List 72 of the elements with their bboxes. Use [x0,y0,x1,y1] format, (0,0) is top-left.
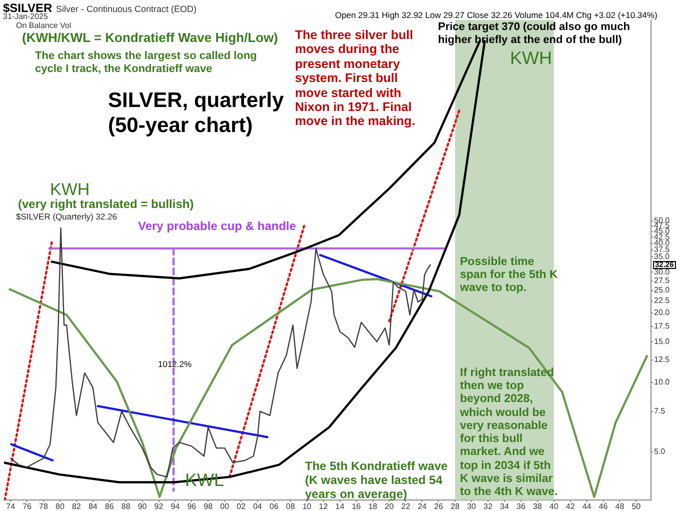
y-tick-label: 12.5 [654,355,670,364]
x-tick-label: 02 [236,502,246,511]
x-tick-label: 20 [384,502,394,511]
annotation: The 5th Kondratieff wave (K waves have lasted 54 years on average) [305,459,449,502]
x-tick-label: 82 [72,502,82,511]
x-tick-label: 92 [154,502,164,511]
x-tick-label: 44 [582,502,592,511]
x-tick-label: 36 [516,502,526,511]
text: Silver - Continuous Contract (EOD) [56,4,197,14]
y-tick-label: 15.0 [654,336,670,346]
x-tick-label: 06 [270,502,279,511]
annotation: (KWH/KWL = Kondratieff Wave High/Low) [22,30,278,46]
x-tick-label: 16 [352,502,362,511]
annotation: Open 29.31 High 32.92 Low 29.27 Close 32.26 Volume 104.4M Chg +3.02 (+10.34%) [335,10,658,21]
y-tick-label: 7.5 [654,406,666,416]
y-tick-label: 20.0 [654,308,670,318]
x-tick-label: 00 [220,502,230,511]
x-tick-label: 86 [104,502,114,511]
x-tick-label: 24 [418,502,428,511]
x-tick-label: 88 [121,502,131,511]
x-tick-label: 42 [566,502,576,511]
x-tick-label: 22 [401,502,411,511]
y-tick-label: 35.0 [654,252,670,261]
y-tick-label: 42.5 [654,232,670,242]
x-tick-label: 08 [286,502,296,511]
annotation: KWH [50,180,90,199]
y-tick-label: 30.0 [654,267,670,276]
x-tick-label: 94 [170,502,180,511]
annotation: The chart shows the largest so called long cycle I track, the Kondratieff wave [35,50,258,76]
annotation: (very right translated = bullish) [18,197,194,212]
x-tick-label: 26 [434,502,444,511]
x-tick-label: 96 [187,502,197,511]
x-tick-label: 28 [450,502,460,511]
y-tick-label: 10.0 [654,378,670,387]
y-tick-label: 37.5 [654,244,670,254]
x-tick-label: 76 [22,502,32,511]
x-tick-label: 18 [368,502,378,511]
x-tick-label: 32 [484,502,494,511]
x-tick-label: 10 [302,502,312,511]
x-tick-label: 34 [500,502,510,511]
x-tick-label: 78 [39,502,49,511]
text: $SILVER [3,1,52,15]
y-tick-label: 22.5 [654,296,670,306]
y-tick-label: 27.5 [654,276,670,286]
x-tick-label: 98 [204,502,214,511]
annotation: Very probable cup & handle [138,219,296,234]
x-tick-label: 80 [56,502,65,511]
annotation: 1012.2% [158,359,192,370]
x-tick-label: 74 [6,502,16,511]
x-tick-label: 84 [88,502,98,511]
annotation: On Balance Vol [16,21,72,30]
x-tick-label: 12 [318,502,328,511]
annotation: Possible time span for the 5th K wave to top. [460,256,559,296]
x-tick-label: 50 [632,502,642,511]
y-tick-label: 5.0 [654,447,666,456]
x-tick-label: 46 [598,502,608,511]
y-tick-label: 40.0 [654,238,670,248]
x-tick-label: 48 [615,502,625,511]
y-tick-label: 25.0 [654,286,670,295]
y-tick-label: 17.5 [654,321,670,330]
x-tick-label: 14 [335,502,345,511]
x-tick-label: 40 [549,502,559,511]
x-tick-label: 04 [253,502,263,511]
series-label: $SILVER (Quarterly) 32.26 [16,212,118,222]
annotation: KWH [510,48,552,69]
x-tick-label: 38 [532,502,542,511]
annotation: 31-Jan-2025 [3,12,48,22]
x-tick-label: 30 [467,502,477,511]
annotation: The three silver bull moves during the present monetary system. First bull move started with Nixon in 1971. Final move in the making. [295,28,416,129]
annotation: Price target 370 (could also go much higher briefly at the end of the bull) [438,21,631,46]
x-tick-label: 90 [138,502,148,511]
text: SILVER, quarterly (50-year chart) [108,89,284,138]
